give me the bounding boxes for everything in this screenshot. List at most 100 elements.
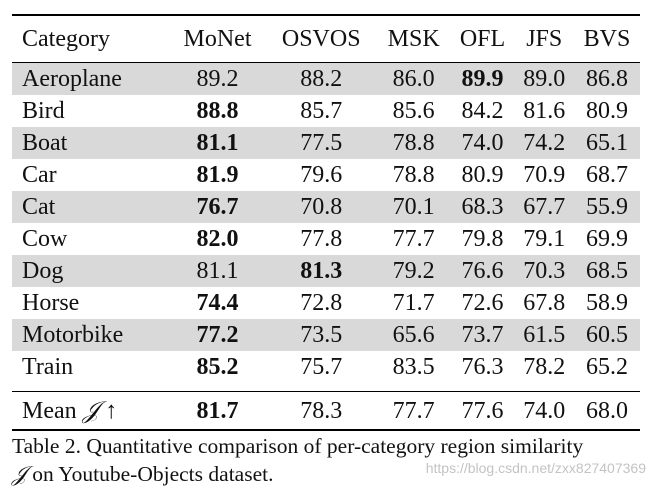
table-row: Bird 88.8 85.7 85.6 84.2 81.6 80.9 (12, 95, 640, 127)
header-bvs: BVS (583, 26, 631, 52)
value-cell: 81.9 (196, 162, 239, 188)
category-cell: Bird (22, 98, 65, 124)
value-cell: 79.6 (300, 162, 343, 188)
value-cell: 68.7 (585, 162, 628, 188)
table-row: Car 81.9 79.6 78.8 80.9 70.9 68.7 (12, 159, 640, 191)
category-cell: Motorbike (12, 319, 170, 351)
value-cell: 76.3 (461, 354, 504, 380)
value-cell: 60.5 (573, 319, 640, 351)
value-cell: 77.8 (300, 226, 343, 252)
watermark: https://blog.csdn.net/zxx827407369 (425, 460, 646, 476)
category-cell: Horse (22, 290, 80, 316)
value-cell: 74.4 (196, 290, 239, 316)
category-cell: Dog (12, 255, 170, 287)
table-row: Dog 81.1 81.3 79.2 76.6 70.3 68.5 (12, 255, 640, 287)
value-cell: 83.5 (392, 354, 435, 380)
value-cell: 88.8 (196, 98, 239, 124)
separator-cell (12, 383, 640, 392)
value-cell: 73.5 (265, 319, 377, 351)
row-separator (12, 383, 640, 392)
table-body: Aeroplane 89.2 88.2 86.0 89.9 89.0 86.8 Bird 88.… (12, 62, 640, 431)
value-cell: 68.5 (573, 255, 640, 287)
value-cell: 67.7 (514, 191, 574, 223)
up-arrow-icon: ↑ (99, 398, 118, 424)
value-cell: 65.2 (585, 354, 628, 380)
value-cell: 89.2 (169, 62, 266, 95)
value-cell: 70.1 (376, 191, 451, 223)
value-cell: 77.7 (392, 226, 435, 252)
header-ofl: OFL (459, 26, 506, 52)
mean-value-cell: 77.6 (450, 391, 515, 431)
results-table-container: Category MoNet OSVOS MSK OFL JFS BVS Aer… (12, 14, 640, 431)
header-osvos: OSVOS (281, 26, 361, 52)
value-cell: 55.9 (573, 191, 640, 223)
value-cell: 86.0 (376, 62, 451, 95)
value-cell: 86.8 (573, 62, 640, 95)
value-cell: 58.9 (585, 290, 628, 316)
value-cell: 79.8 (461, 226, 504, 252)
value-cell: 89.0 (514, 62, 574, 95)
value-cell: 84.2 (461, 98, 504, 124)
value-cell: 89.9 (450, 62, 515, 95)
value-cell: 78.8 (376, 127, 451, 159)
mean-label-prefix: Mean (22, 398, 83, 424)
value-cell: 78.8 (392, 162, 435, 188)
table-caption: Table 2. Quantitative comparison of per-… (12, 432, 648, 489)
caption-symbol: 𝒥 (12, 462, 27, 487)
value-cell: 61.5 (514, 319, 574, 351)
header-category: Category (22, 26, 110, 52)
value-cell: 80.9 (461, 162, 504, 188)
value-cell: 72.6 (461, 290, 504, 316)
results-table: Category MoNet OSVOS MSK OFL JFS BVS Aer… (12, 14, 640, 431)
value-cell: 70.8 (265, 191, 377, 223)
value-cell: 81.3 (265, 255, 377, 287)
value-cell: 73.7 (450, 319, 515, 351)
table-row: Horse 74.4 72.8 71.7 72.6 67.8 58.9 (12, 287, 640, 319)
value-cell: 65.1 (573, 127, 640, 159)
table-row: Aeroplane 89.2 88.2 86.0 89.9 89.0 86.8 (12, 62, 640, 95)
value-cell: 85.6 (392, 98, 435, 124)
category-cell: Aeroplane (12, 62, 170, 95)
value-cell: 67.8 (523, 290, 566, 316)
header-row: Category MoNet OSVOS MSK OFL JFS BVS (12, 15, 640, 63)
value-cell: 81.1 (169, 127, 266, 159)
value-cell: 85.7 (300, 98, 343, 124)
value-cell: 77.5 (265, 127, 377, 159)
header-jfs: JFS (526, 26, 563, 52)
caption-line2: on Youtube-Objects dataset. (26, 462, 274, 486)
value-cell: 80.9 (585, 98, 628, 124)
value-cell: 79.1 (523, 226, 566, 252)
table-row: Boat 81.1 77.5 78.8 74.0 74.2 65.1 (12, 127, 640, 159)
value-cell: 82.0 (196, 226, 239, 252)
mean-value-cell: 78.3 (265, 391, 377, 431)
mean-value-cell: 74.0 (514, 391, 574, 431)
category-cell: Boat (12, 127, 170, 159)
value-cell: 76.7 (169, 191, 266, 223)
category-cell: Train (22, 354, 74, 380)
value-cell: 74.2 (514, 127, 574, 159)
table-row: Cow 82.0 77.8 77.7 79.8 79.1 69.9 (12, 223, 640, 255)
value-cell: 85.2 (196, 354, 239, 380)
value-cell: 69.9 (585, 226, 628, 252)
table-row: Train 85.2 75.7 83.5 76.3 78.2 65.2 (12, 351, 640, 383)
value-cell: 68.3 (450, 191, 515, 223)
category-cell: Car (22, 162, 57, 188)
value-cell: 65.6 (376, 319, 451, 351)
value-cell: 81.6 (523, 98, 566, 124)
table-row: Motorbike 77.2 73.5 65.6 73.7 61.5 60.5 (12, 319, 640, 351)
mean-row: Mean 𝒥 ↑ 81.7 78.3 77.7 77.6 74.0 68.0 (12, 391, 640, 431)
value-cell: 79.2 (376, 255, 451, 287)
value-cell: 77.2 (169, 319, 266, 351)
value-cell: 70.9 (523, 162, 566, 188)
header-monet: MoNet (183, 26, 252, 52)
value-cell: 81.1 (169, 255, 266, 287)
mean-symbol: 𝒥 (82, 396, 100, 424)
mean-label-cell: Mean 𝒥 ↑ (12, 391, 170, 431)
value-cell: 74.0 (450, 127, 515, 159)
mean-value-cell: 81.7 (169, 391, 266, 431)
value-cell: 75.7 (300, 354, 343, 380)
caption-line1: Table 2. Quantitative comparison of per-… (12, 434, 584, 458)
header-msk: MSK (387, 26, 440, 52)
value-cell: 72.8 (300, 290, 343, 316)
value-cell: 78.2 (523, 354, 566, 380)
